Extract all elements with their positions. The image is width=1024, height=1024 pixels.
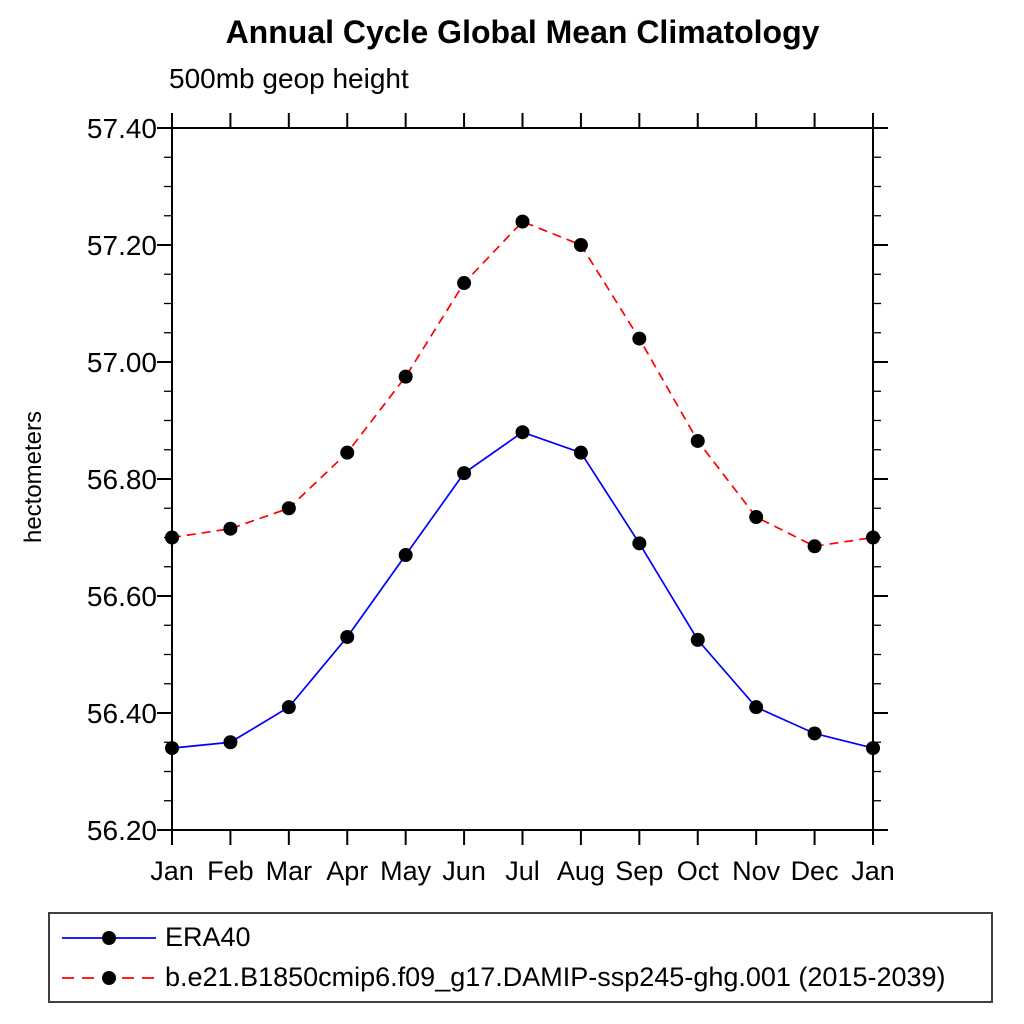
x-tick-label: Apr xyxy=(326,856,368,886)
y-tick-label: 56.60 xyxy=(87,581,157,612)
data-point-marker xyxy=(515,214,530,229)
data-point-marker xyxy=(749,700,764,715)
x-tick-label: Mar xyxy=(266,856,313,886)
series-line-model xyxy=(171,220,874,548)
data-point-marker xyxy=(165,741,179,756)
legend-label-era40: ERA40 xyxy=(165,922,251,952)
legend-line-sample-dashed xyxy=(62,970,156,985)
x-tick-label: Jun xyxy=(442,856,486,886)
data-point-marker xyxy=(690,433,705,448)
data-point-marker xyxy=(866,741,880,756)
x-tick-label: Jan xyxy=(851,856,895,886)
legend-line-sample-solid xyxy=(62,930,156,945)
x-tick-label: Dec xyxy=(791,856,839,886)
data-point-marker xyxy=(340,445,355,460)
data-point-marker xyxy=(457,276,472,291)
x-tick-label: Feb xyxy=(207,856,254,886)
data-point-marker xyxy=(223,735,238,750)
legend-label-model: b.e21.B1850cmip6.f09_g17.DAMIP-ssp245-gh… xyxy=(165,962,946,992)
y-tick-label: 57.00 xyxy=(87,347,157,378)
data-point-marker xyxy=(165,530,179,545)
data-point-marker xyxy=(281,700,296,715)
legend: ERA40 b.e21.B1850cmip6.f09_g17.DAMIP-ssp… xyxy=(48,912,993,1003)
data-point-marker xyxy=(866,530,880,545)
data-point-marker xyxy=(457,466,472,481)
plot-area: 56.20 56.40 56.60 56.80 57.00 57.20 57.40 Jan Fe… xyxy=(87,113,895,886)
data-point-marker xyxy=(749,510,764,525)
y-tick-label: 56.40 xyxy=(87,698,157,729)
x-tick-label: Oct xyxy=(677,856,720,886)
data-point-marker xyxy=(573,445,588,460)
series-line-era40 xyxy=(171,431,874,749)
y-tick-label: 57.40 xyxy=(87,113,157,144)
legend-item-era40: ERA40 xyxy=(56,918,991,958)
data-point-marker xyxy=(807,726,822,741)
y-tick-label: 56.20 xyxy=(87,815,157,846)
data-point-marker xyxy=(515,425,530,440)
chart-subtitle: 500mb geop height xyxy=(169,63,409,94)
x-tick-label: Aug xyxy=(557,856,605,886)
data-point-marker xyxy=(281,501,296,516)
data-point-marker xyxy=(223,521,238,536)
y-tick-label: 56.80 xyxy=(87,464,157,495)
data-point-marker xyxy=(807,539,822,554)
plot-frame xyxy=(171,127,874,831)
x-tick-label: Jul xyxy=(505,856,540,886)
data-point-marker xyxy=(632,536,647,551)
x-tick-label: Jan xyxy=(150,856,194,886)
x-tick-label: Nov xyxy=(732,856,781,886)
data-point-marker xyxy=(398,548,413,563)
data-point-marker xyxy=(340,629,355,644)
legend-series-marker-icon xyxy=(102,930,116,945)
data-point-marker xyxy=(573,238,588,252)
x-tick-label: May xyxy=(380,856,432,886)
x-tick-label: Sep xyxy=(615,856,663,886)
data-point-marker xyxy=(632,331,647,346)
data-point-marker xyxy=(398,369,413,384)
data-point-marker xyxy=(690,632,705,647)
chart-title: Annual Cycle Global Mean Climatology xyxy=(225,14,820,50)
y-tick-label: 57.20 xyxy=(87,230,157,261)
legend-series-marker-icon xyxy=(102,970,116,985)
legend-item-model: b.e21.B1850cmip6.f09_g17.DAMIP-ssp245-gh… xyxy=(56,958,991,998)
